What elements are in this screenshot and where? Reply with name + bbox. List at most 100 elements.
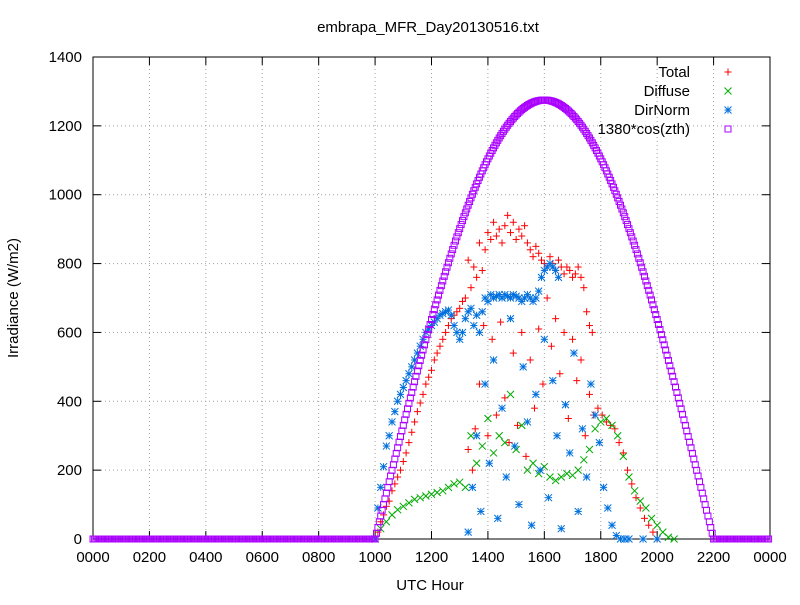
data-point <box>633 250 641 258</box>
data-point <box>631 241 639 249</box>
y-tick-label: 1000 <box>49 187 82 204</box>
data-point <box>588 328 596 336</box>
x-tick-label: 0600 <box>246 549 279 566</box>
data-point <box>399 383 408 392</box>
data-point <box>444 483 453 492</box>
data-point <box>472 459 481 468</box>
data-point <box>487 235 495 243</box>
data-point <box>701 501 709 509</box>
y-axis-label: Irradiance (W/m2) <box>5 238 22 358</box>
data-point <box>484 414 492 423</box>
data-point <box>463 205 471 213</box>
data-point <box>663 351 671 359</box>
data-point <box>618 205 626 213</box>
data-point <box>587 380 595 388</box>
data-point <box>415 362 423 370</box>
data-point <box>640 514 648 522</box>
chart-title: embrapa_MFR_Day20130516.txt <box>317 19 540 36</box>
data-point <box>585 445 594 454</box>
data-point <box>413 408 421 416</box>
data-point <box>622 217 630 225</box>
data-point <box>436 342 444 350</box>
data-point <box>454 229 462 237</box>
data-point <box>522 452 530 460</box>
data-point <box>669 372 677 380</box>
data-point <box>404 405 412 413</box>
data-point <box>444 259 452 267</box>
data-point <box>409 383 417 391</box>
data-point <box>506 314 515 323</box>
data-point <box>379 462 388 471</box>
legend: Total Diffuse DirNorm 1380*cos(zth) <box>597 64 732 138</box>
data-point <box>394 473 402 481</box>
data-point <box>639 268 647 276</box>
data-point <box>670 535 678 543</box>
data-point <box>629 237 637 245</box>
data-point <box>708 529 716 537</box>
data-point <box>662 346 670 354</box>
data-point <box>387 472 395 480</box>
data-point <box>439 277 447 285</box>
data-point <box>492 232 500 240</box>
data-point <box>490 218 498 226</box>
data-point <box>405 369 413 378</box>
data-point <box>498 239 506 247</box>
data-point <box>700 495 708 503</box>
data-point <box>459 217 467 225</box>
data-point <box>385 431 394 440</box>
data-point <box>693 466 701 474</box>
data-point <box>621 213 629 221</box>
data-point <box>556 370 564 378</box>
data-point <box>456 304 464 312</box>
data-point <box>636 504 644 512</box>
data-point <box>615 439 623 447</box>
data-point <box>527 521 536 530</box>
data-point <box>481 246 489 254</box>
data-point <box>470 263 478 271</box>
series-dirnorm <box>371 259 662 543</box>
data-point <box>526 246 534 254</box>
data-point <box>376 483 385 492</box>
data-point <box>509 218 517 226</box>
data-point <box>574 466 583 474</box>
data-point <box>647 514 656 523</box>
data-point <box>412 372 420 380</box>
data-point <box>626 229 634 237</box>
data-point <box>532 390 540 399</box>
data-point <box>536 466 544 474</box>
data-point <box>544 493 553 502</box>
data-point <box>639 535 647 543</box>
series-1380-cos-zth- <box>89 96 773 543</box>
data-point <box>612 190 620 198</box>
data-point <box>566 266 574 274</box>
data-point <box>450 480 458 488</box>
y-tick-label: 200 <box>57 462 82 479</box>
data-point <box>500 438 509 447</box>
data-point <box>585 322 593 330</box>
data-point <box>765 535 773 543</box>
data-point <box>628 480 636 488</box>
data-point <box>517 421 526 430</box>
x-tick-label: 1400 <box>471 549 504 566</box>
data-point <box>492 411 500 419</box>
data-point <box>674 394 682 402</box>
data-point <box>427 490 436 499</box>
data-point <box>473 273 481 281</box>
data-point <box>607 421 615 429</box>
data-point <box>583 308 591 316</box>
data-point <box>624 221 632 229</box>
data-point <box>582 473 591 481</box>
data-point <box>687 444 695 452</box>
data-point <box>461 314 470 323</box>
data-point <box>485 459 494 468</box>
data-point <box>435 291 443 299</box>
data-point <box>429 311 437 319</box>
data-point <box>425 326 433 334</box>
data-point <box>534 287 543 295</box>
data-point <box>436 286 444 294</box>
data-point <box>504 211 512 219</box>
data-point <box>615 198 623 206</box>
data-point <box>676 399 684 407</box>
data-point <box>670 378 678 386</box>
data-point <box>642 277 650 285</box>
